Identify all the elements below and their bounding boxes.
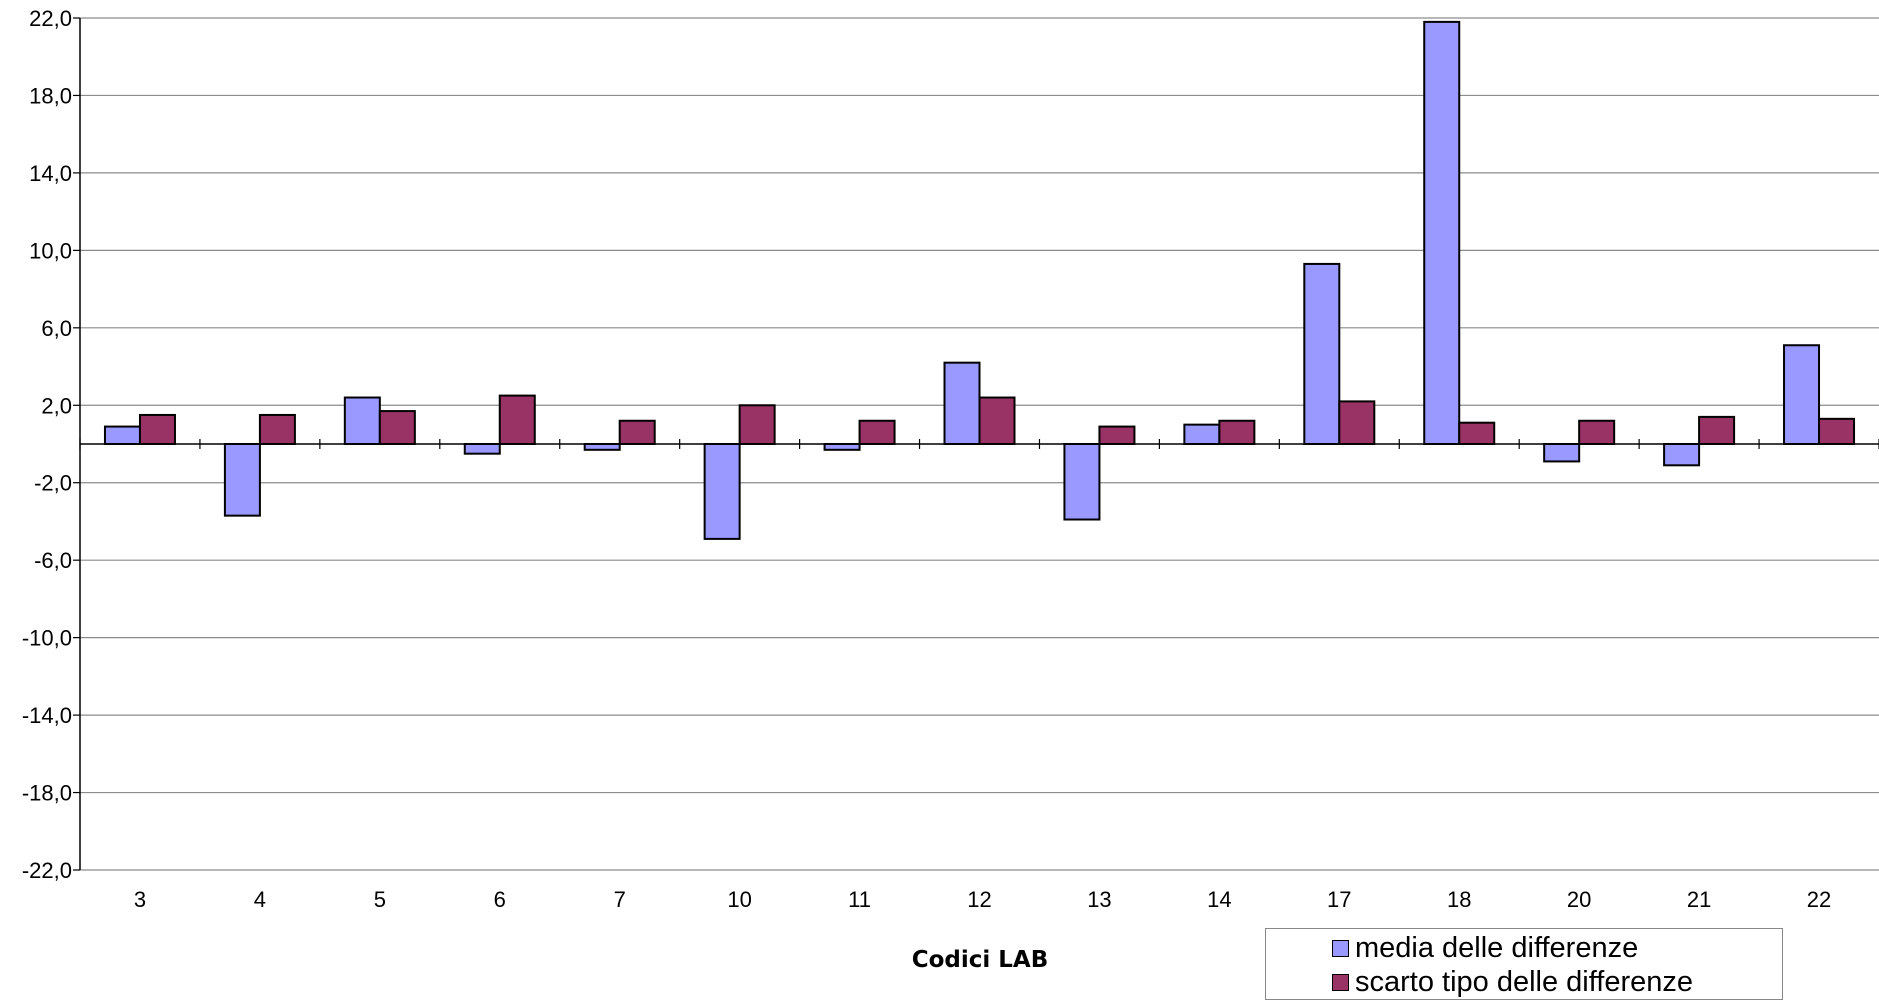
x-tick-label: 10 [727,887,751,912]
legend-item-scarto: scarto tipo delle differenze [1332,965,1693,999]
bar-scarto-11 [858,419,896,446]
y-tick-labels: 22,0 18,0 14,0 10,0 6,0 2,0 -2,0 -6,0 -10,0 -14,0… [22,6,72,883]
bar-scarto-7 [618,419,656,446]
x-tick-label: 17 [1327,887,1351,912]
bar-scarto-4 [258,413,296,446]
y-tick-label: 22,0 [29,6,72,31]
x-tick-label: 22 [1807,887,1831,912]
x-tick-labels: 3 4 5 6 7 10 11 12 13 14 17 18 20 21 22 [134,887,1831,912]
bars [103,20,1856,540]
bar-media-14 [1183,423,1221,445]
bar-scarto-21 [1698,415,1736,445]
bar-scarto-6 [498,394,536,446]
y-tick-label: -14,0 [22,703,72,728]
bar-media-22 [1783,344,1821,445]
legend-label-scarto: scarto tipo delle differenze [1355,965,1694,998]
x-tick-label: 18 [1447,887,1471,912]
bar-media-6 [463,443,501,455]
bar-scarto-22 [1818,417,1856,445]
bar-scarto-12 [978,396,1016,446]
bar-media-10 [703,443,741,540]
y-tick-label: 2,0 [41,393,72,418]
axes [79,18,1879,870]
y-tick-label: -22,0 [22,858,72,883]
bar-media-21 [1663,443,1701,467]
y-tick-label: -6,0 [34,548,72,573]
bar-media-11 [823,443,861,451]
x-tick-label: 20 [1567,887,1591,912]
x-tick-label: 5 [374,887,386,912]
legend-item-media: media delle differenze [1332,931,1638,965]
y-tick-label: 18,0 [29,83,72,108]
bar-scarto-14 [1218,419,1256,446]
bar-scarto-3 [138,413,176,446]
bar-media-18 [1423,20,1461,445]
x-tick-label: 14 [1207,887,1231,912]
bar-scarto-5 [378,410,416,445]
y-tick-label: -10,0 [22,626,72,651]
y-tick-label: 14,0 [29,161,72,186]
bar-media-12 [943,361,981,445]
x-tick-label: 7 [614,887,626,912]
legend: media delle differenze scarto tipo delle… [1265,928,1783,1000]
bar-media-13 [1063,443,1101,521]
x-tick-label: 21 [1687,887,1711,912]
bar-scarto-20 [1578,419,1616,446]
x-axis-label: Codici LAB [912,947,1049,973]
y-tick-label: 10,0 [29,238,72,263]
x-tick-label: 12 [967,887,991,912]
bar-media-3 [103,425,141,445]
legend-label-media: media delle differenze [1355,931,1639,964]
y-tick-label: -18,0 [22,781,72,806]
x-tick-label: 11 [848,887,871,912]
legend-swatch-scarto [1332,973,1349,991]
x-tick-label: 3 [134,887,146,912]
legend-swatch-media [1332,939,1349,957]
bar-media-7 [583,443,621,451]
bar-scarto-13 [1098,425,1136,445]
bar-scarto-18 [1458,421,1496,446]
bar-scarto-17 [1338,400,1376,445]
y-tick-label: -2,0 [34,471,72,496]
bar-media-20 [1543,443,1581,463]
x-tick-label: 13 [1087,887,1111,912]
bar-media-4 [223,443,261,517]
x-tick-label: 4 [254,887,266,912]
bar-scarto-10 [738,404,776,446]
y-tick-label: 6,0 [41,316,72,341]
bar-media-17 [1303,262,1341,445]
x-tick-label: 6 [494,887,506,912]
bar-media-5 [343,396,381,446]
